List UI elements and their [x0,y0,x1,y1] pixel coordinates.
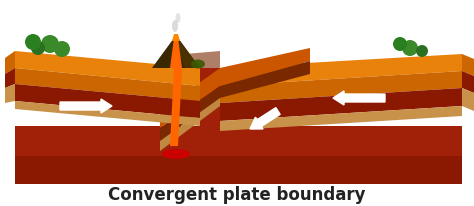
Polygon shape [15,102,200,126]
Polygon shape [220,55,462,87]
Polygon shape [170,39,182,69]
Polygon shape [200,69,220,126]
Polygon shape [152,39,200,69]
Polygon shape [5,52,15,75]
FancyArrow shape [250,108,280,129]
Circle shape [402,41,418,57]
Polygon shape [160,69,220,128]
Polygon shape [172,35,180,42]
Polygon shape [5,69,15,89]
Circle shape [54,42,70,58]
Polygon shape [15,156,462,184]
Polygon shape [185,52,220,69]
Polygon shape [15,69,200,102]
FancyArrow shape [60,99,112,114]
FancyArrow shape [333,91,385,105]
Circle shape [416,46,428,58]
Polygon shape [174,39,200,69]
Polygon shape [160,87,220,141]
Polygon shape [462,89,474,111]
Polygon shape [15,131,462,184]
Polygon shape [220,89,462,121]
Polygon shape [220,49,310,87]
Polygon shape [15,52,200,87]
Polygon shape [220,72,462,103]
Circle shape [393,38,407,52]
Polygon shape [462,55,474,77]
Ellipse shape [175,14,181,24]
Text: Convergent plate boundary: Convergent plate boundary [108,185,366,203]
Polygon shape [220,107,462,131]
Ellipse shape [172,21,178,33]
Polygon shape [160,98,220,151]
Ellipse shape [162,149,190,159]
Polygon shape [15,126,462,156]
Circle shape [25,35,41,51]
Circle shape [41,36,59,54]
Polygon shape [5,85,15,103]
Polygon shape [220,62,310,98]
Polygon shape [170,69,182,146]
Polygon shape [15,85,200,118]
Polygon shape [462,72,474,94]
Circle shape [31,42,45,56]
Ellipse shape [191,60,205,69]
